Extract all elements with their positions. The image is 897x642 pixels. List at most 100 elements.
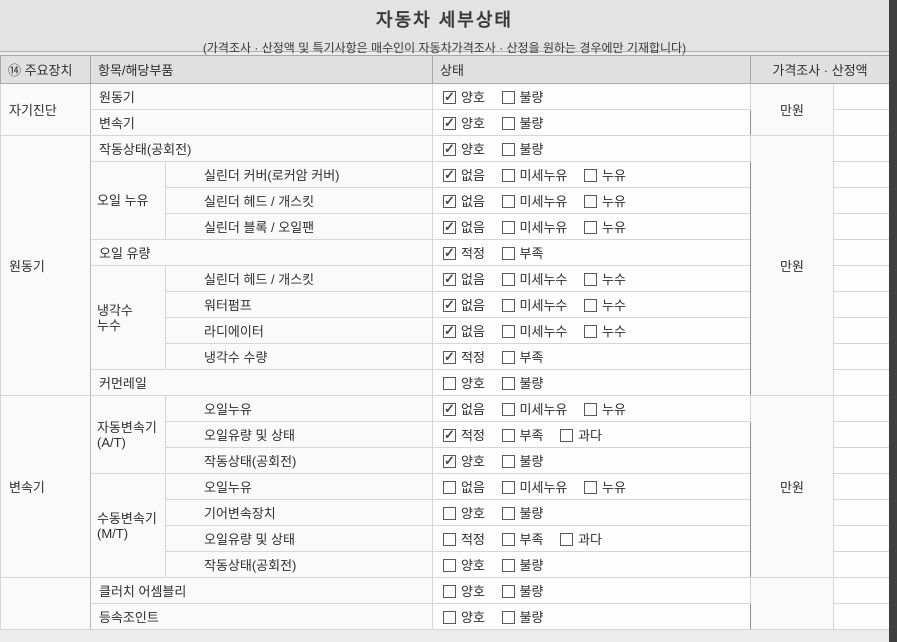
checkbox[interactable] [584,273,598,286]
checkbox[interactable] [443,401,456,417]
checkbox[interactable] [443,167,456,183]
price-unit-cell: 만원 [750,135,834,396]
checkbox[interactable] [443,611,456,624]
checkbox[interactable] [584,221,598,234]
checkbox-label: 없음 [461,194,485,209]
checkbox[interactable] [560,429,574,442]
checkbox-label: 미세누유 [519,168,568,183]
checkbox[interactable] [443,271,456,287]
checkbox[interactable] [501,559,515,572]
checkbox-label: 누수 [602,324,626,339]
checkbox[interactable] [501,377,515,390]
state-cell: 없음 미세누유 누유 [432,187,751,214]
checkbox[interactable] [443,89,456,105]
checkbox[interactable] [443,349,456,365]
checkbox[interactable] [443,377,456,390]
checkbox[interactable] [501,351,515,364]
checkbox-option: 누유 [584,220,626,235]
checkbox[interactable] [584,481,598,494]
price-amount-cell [833,83,889,110]
table-row: 오일 유량 적정 부족 [1,239,889,266]
table-row: 변속기 자동변속기 (A/T) 오일누유 없음 미세누유 누유 만원 [0,395,889,578]
checkbox-label: 없음 [461,272,485,287]
group-label: 자동변속기 (A/T) [90,395,166,474]
checkbox[interactable] [501,273,515,286]
table-row: 라디에이터 없음 미세누수 누수 [1,317,889,344]
checkbox[interactable] [501,585,515,598]
checkbox[interactable] [443,427,456,443]
checkbox[interactable] [584,299,598,312]
checkbox-label: 부족 [519,246,544,261]
checkbox-option: 과다 [560,428,602,443]
checkbox[interactable] [501,403,515,416]
state-cell: 양호 불량 [432,369,751,396]
price-amount-cell [833,421,889,448]
checkbox[interactable] [584,195,598,208]
checkbox-option: 없음 [443,297,485,313]
price-amount-cell [833,473,889,500]
checkbox-label: 양호 [461,116,485,131]
checkbox[interactable] [501,91,515,104]
checkbox[interactable] [584,403,598,416]
checkbox[interactable] [501,611,515,624]
checkbox[interactable] [501,143,515,156]
checkbox[interactable] [443,533,456,546]
checkbox[interactable] [501,117,515,130]
checkbox-option: 부족 [501,428,543,443]
checkbox[interactable] [501,481,515,494]
price-amount-cell [833,395,889,422]
checkbox[interactable] [443,245,456,261]
checkbox-label: 양호 [461,506,485,521]
item-label: 오일 유량 [90,239,433,266]
checkbox[interactable] [584,169,598,182]
checkbox[interactable] [443,323,456,339]
price-amount-cell [833,551,889,578]
section-label: 원동기 [0,135,91,396]
checkbox-option: 불량 [501,584,544,599]
checkbox-option: 양호 [443,610,485,625]
checkbox[interactable] [501,507,515,520]
checkbox[interactable] [501,299,515,312]
checkbox[interactable] [501,429,515,442]
checkbox[interactable] [443,193,456,209]
checkbox[interactable] [501,195,515,208]
checkbox-label: 미세누유 [519,480,568,495]
state-cell: 없음 미세누유 누유 [432,473,751,500]
state-cell: 양호 불량 [432,551,751,578]
checkbox[interactable] [443,297,456,313]
checkbox[interactable] [584,325,598,338]
checkbox-option: 부족 [501,350,543,365]
checkbox-label: 불량 [519,584,544,599]
checkbox-option: 없음 [443,401,485,417]
checkbox[interactable] [443,507,456,520]
item-label: 오일누유 [165,395,433,422]
checkbox[interactable] [560,533,574,546]
checkbox[interactable] [443,453,456,469]
checkbox[interactable] [443,141,456,157]
checkbox[interactable] [501,325,515,338]
checkbox[interactable] [443,219,456,235]
checkbox-label: 과다 [578,532,603,547]
checkbox-option: 없음 [443,323,485,339]
checkbox[interactable] [501,533,515,546]
title-bar: 자동차 세부상태 (가격조사 · 산정액 및 특기사항은 매수인이 자동차가격조… [0,0,889,55]
price-amount-cell [833,317,889,344]
checkbox[interactable] [443,585,456,598]
checkbox-option: 누유 [584,402,626,417]
checkbox-label: 누수 [602,298,626,313]
checkbox[interactable] [501,221,515,234]
checkbox[interactable] [443,115,456,131]
checkbox-label: 적정 [461,246,485,261]
checkbox[interactable] [501,169,515,182]
checkbox-label: 양호 [461,584,485,599]
checkbox[interactable] [443,481,456,494]
item-label: 원동기 [90,83,433,110]
item-label: 실린더 커버(로커암 커버) [165,161,433,188]
checkbox-option: 적정 [443,427,485,443]
checkbox-option: 과다 [560,532,602,547]
checkbox[interactable] [501,247,515,260]
checkbox-label: 불량 [519,506,544,521]
checkbox[interactable] [501,455,515,468]
checkbox[interactable] [443,559,456,572]
state-cell: 적정 부족 과다 [432,421,751,448]
